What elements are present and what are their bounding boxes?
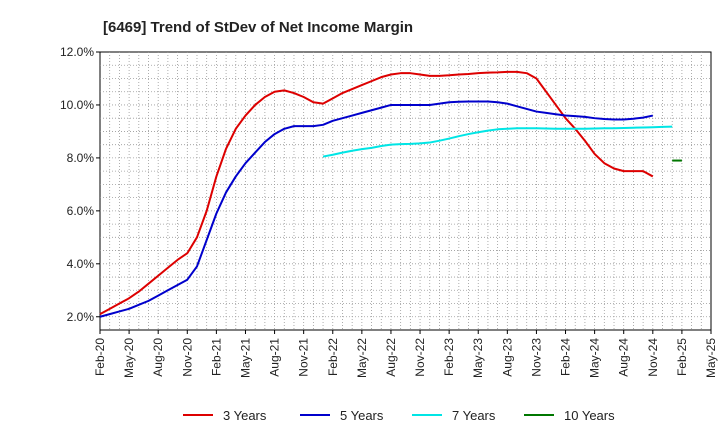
x-tick-label: Aug-20 xyxy=(151,338,165,377)
y-tick-label: 8.0% xyxy=(67,151,95,165)
x-axis: Feb-20 May-20 Aug-20 Nov-20 Feb-21 May-21 Aug-… xyxy=(93,330,718,378)
y-axis: 2.0% 4.0% 6.0% 8.0% 10.0% 12.0% xyxy=(60,45,100,324)
plot-area xyxy=(99,51,712,331)
legend-label: 3 Years xyxy=(223,408,267,423)
x-tick-label: Feb-20 xyxy=(93,338,107,376)
y-tick-label: 6.0% xyxy=(67,204,95,218)
legend-label: 10 Years xyxy=(564,408,615,423)
x-tick-label: Feb-21 xyxy=(209,338,223,376)
x-tick-label: Nov-21 xyxy=(297,338,311,377)
legend-label: 5 Years xyxy=(340,408,384,423)
x-tick-label: Feb-22 xyxy=(326,338,340,376)
series-line-5-years xyxy=(99,100,654,318)
x-tick-label: May-22 xyxy=(355,338,369,378)
legend-label: 7 Years xyxy=(452,408,496,423)
x-tick-label: May-20 xyxy=(122,338,136,378)
x-tick-label: Nov-24 xyxy=(646,338,660,377)
grid xyxy=(100,52,711,330)
series-line-7-years xyxy=(322,125,673,158)
x-tick-label: Feb-24 xyxy=(559,338,573,376)
x-tick-label: Feb-23 xyxy=(442,338,456,376)
series-line-3-years xyxy=(99,70,654,315)
x-tick-label: Aug-24 xyxy=(617,338,631,377)
legend: 3 Years 5 Years 7 Years 10 Years xyxy=(183,408,615,423)
x-tick-label: Nov-22 xyxy=(413,338,427,377)
x-tick-label: Nov-20 xyxy=(180,338,194,377)
x-tick-label: May-21 xyxy=(238,338,252,378)
series-layer xyxy=(99,70,682,318)
y-tick-label: 4.0% xyxy=(67,257,95,271)
chart-title: [6469] Trend of StDev of Net Income Marg… xyxy=(103,19,413,36)
x-tick-label: May-25 xyxy=(704,338,718,378)
x-tick-label: Aug-22 xyxy=(384,338,398,377)
x-tick-label: May-23 xyxy=(471,338,485,378)
x-tick-label: Aug-23 xyxy=(500,338,514,377)
x-tick-label: May-24 xyxy=(588,338,602,378)
y-tick-label: 10.0% xyxy=(60,98,94,112)
x-tick-label: Nov-23 xyxy=(529,338,543,377)
x-tick-label: Feb-25 xyxy=(675,338,689,376)
y-tick-label: 2.0% xyxy=(67,310,95,324)
y-tick-label: 12.0% xyxy=(60,45,94,59)
x-tick-label: Aug-21 xyxy=(268,338,282,377)
